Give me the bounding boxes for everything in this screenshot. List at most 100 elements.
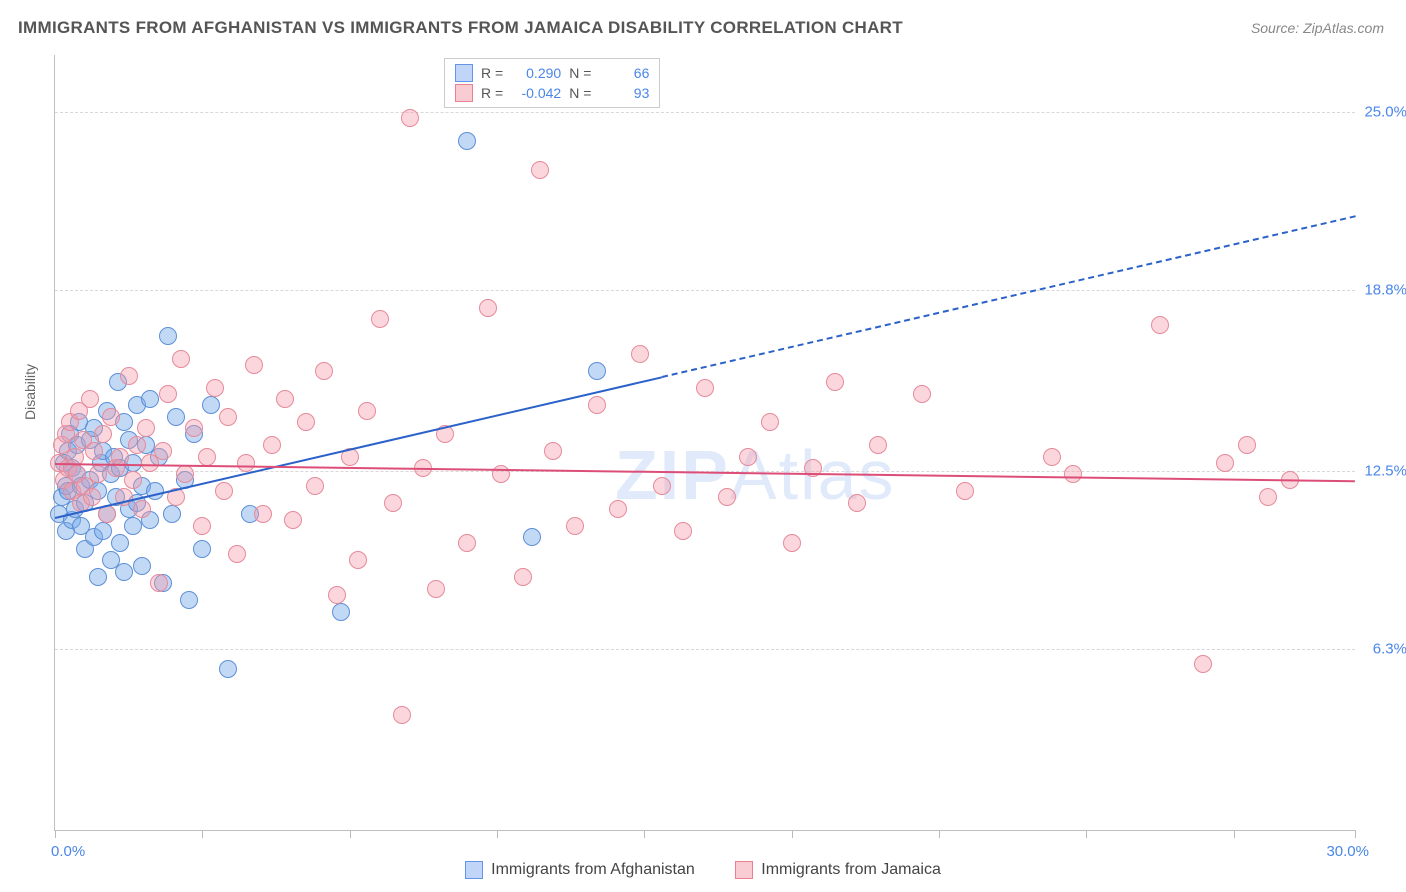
scatter-point-jamaica: [492, 465, 510, 483]
scatter-point-jamaica: [206, 379, 224, 397]
scatter-point-jamaica: [544, 442, 562, 460]
scatter-point-jamaica: [696, 379, 714, 397]
scatter-point-jamaica: [739, 448, 757, 466]
scatter-point-jamaica: [848, 494, 866, 512]
scatter-point-jamaica: [263, 436, 281, 454]
x-tick: [1234, 830, 1235, 838]
chart-container: IMMIGRANTS FROM AFGHANISTAN VS IMMIGRANT…: [0, 0, 1406, 892]
scatter-point-jamaica: [458, 534, 476, 552]
legend-row-afghanistan: R = 0.290 N = 66: [455, 63, 649, 83]
scatter-point-jamaica: [297, 413, 315, 431]
scatter-point-jamaica: [826, 373, 844, 391]
scatter-point-jamaica: [185, 419, 203, 437]
scatter-point-jamaica: [137, 419, 155, 437]
x-tick: [792, 830, 793, 838]
gridline: [55, 290, 1355, 291]
scatter-point-jamaica: [427, 580, 445, 598]
scatter-point-afghanistan: [89, 568, 107, 586]
scatter-point-afghanistan: [111, 534, 129, 552]
scatter-point-jamaica: [228, 545, 246, 563]
x-tick: [1355, 830, 1356, 838]
source-attribution: Source: ZipAtlas.com: [1251, 20, 1384, 36]
scatter-point-jamaica: [718, 488, 736, 506]
scatter-point-afghanistan: [163, 505, 181, 523]
scatter-point-jamaica: [1043, 448, 1061, 466]
legend-label-jamaica: Immigrants from Jamaica: [761, 861, 941, 879]
x-axis-min-label: 0.0%: [51, 843, 85, 860]
scatter-point-jamaica: [1194, 655, 1212, 673]
x-tick: [55, 830, 56, 838]
scatter-point-jamaica: [172, 350, 190, 368]
swatch-afghanistan-icon: [465, 861, 483, 879]
series-legend: Immigrants from Afghanistan Immigrants f…: [0, 861, 1406, 884]
n-prefix: N =: [569, 85, 591, 101]
scatter-point-jamaica: [514, 568, 532, 586]
scatter-point-jamaica: [566, 517, 584, 535]
legend-label-afghanistan: Immigrants from Afghanistan: [491, 861, 695, 879]
scatter-point-jamaica: [913, 385, 931, 403]
scatter-point-jamaica: [150, 574, 168, 592]
scatter-point-afghanistan: [458, 132, 476, 150]
scatter-point-jamaica: [531, 161, 549, 179]
scatter-point-jamaica: [631, 345, 649, 363]
scatter-point-jamaica: [94, 425, 112, 443]
scatter-point-jamaica: [479, 299, 497, 317]
scatter-point-jamaica: [1238, 436, 1256, 454]
scatter-point-afghanistan: [202, 396, 220, 414]
x-tick: [350, 830, 351, 838]
scatter-point-jamaica: [1216, 454, 1234, 472]
scatter-point-jamaica: [384, 494, 402, 512]
scatter-point-afghanistan: [133, 557, 151, 575]
scatter-point-jamaica: [1064, 465, 1082, 483]
scatter-point-jamaica: [588, 396, 606, 414]
r-prefix: R =: [481, 65, 503, 81]
scatter-point-jamaica: [349, 551, 367, 569]
swatch-afghanistan: [455, 64, 473, 82]
scatter-point-jamaica: [306, 477, 324, 495]
scatter-point-jamaica: [401, 109, 419, 127]
y-tick-label: 18.8%: [1359, 282, 1406, 299]
scatter-point-afghanistan: [193, 540, 211, 558]
r-prefix: R =: [481, 85, 503, 101]
scatter-point-afghanistan: [167, 408, 185, 426]
legend-row-jamaica: R = -0.042 N = 93: [455, 83, 649, 103]
scatter-point-jamaica: [315, 362, 333, 380]
scatter-point-jamaica: [371, 310, 389, 328]
x-axis-max-label: 30.0%: [1326, 843, 1369, 860]
scatter-point-jamaica: [83, 488, 101, 506]
scatter-point-jamaica: [653, 477, 671, 495]
n-value-afghanistan: 66: [599, 65, 649, 81]
gridline: [55, 112, 1355, 113]
scatter-point-afghanistan: [141, 390, 159, 408]
scatter-point-jamaica: [237, 454, 255, 472]
scatter-point-afghanistan: [159, 327, 177, 345]
scatter-point-afghanistan: [219, 660, 237, 678]
scatter-point-jamaica: [358, 402, 376, 420]
scatter-point-jamaica: [674, 522, 692, 540]
scatter-point-jamaica: [193, 517, 211, 535]
scatter-point-jamaica: [215, 482, 233, 500]
scatter-point-jamaica: [89, 465, 107, 483]
plot-area: ZIPAtlas 6.3%12.5%18.8%25.0%0.0%30.0%: [54, 55, 1355, 831]
legend-item-afghanistan: Immigrants from Afghanistan: [465, 861, 695, 879]
scatter-point-jamaica: [128, 436, 146, 454]
trendline-afghanistan-extrapolated: [661, 216, 1355, 379]
scatter-point-afghanistan: [523, 528, 541, 546]
scatter-point-jamaica: [328, 586, 346, 604]
x-tick: [939, 830, 940, 838]
x-tick: [497, 830, 498, 838]
x-tick: [1086, 830, 1087, 838]
chart-title: IMMIGRANTS FROM AFGHANISTAN VS IMMIGRANT…: [18, 18, 903, 38]
scatter-point-jamaica: [85, 442, 103, 460]
correlation-legend: R = 0.290 N = 66 R = -0.042 N = 93: [444, 58, 660, 108]
scatter-point-jamaica: [276, 390, 294, 408]
scatter-point-jamaica: [956, 482, 974, 500]
r-value-jamaica: -0.042: [511, 85, 561, 101]
scatter-point-jamaica: [783, 534, 801, 552]
scatter-point-jamaica: [120, 367, 138, 385]
swatch-jamaica: [455, 84, 473, 102]
scatter-point-jamaica: [198, 448, 216, 466]
watermark-zip: ZIP: [615, 436, 730, 514]
r-value-afghanistan: 0.290: [511, 65, 561, 81]
scatter-point-jamaica: [254, 505, 272, 523]
